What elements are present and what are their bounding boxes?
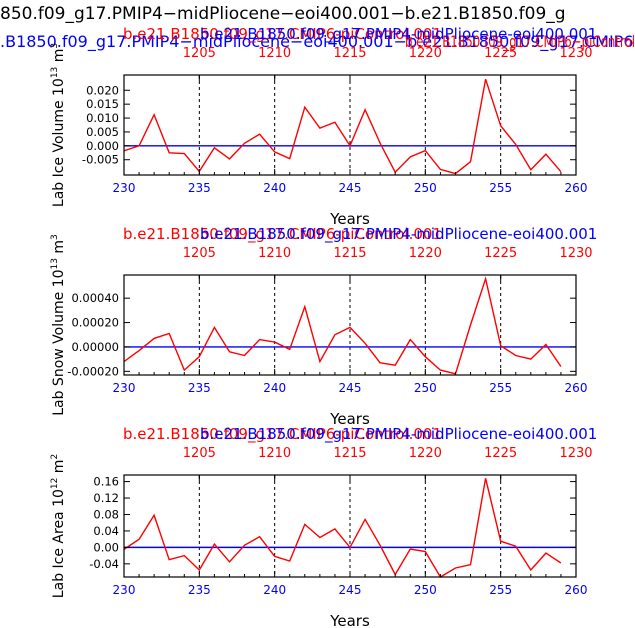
x-tick-label: 245 [339,381,362,395]
top-tick-label: 1225 [484,246,517,261]
y-axis-label-part: 13 [50,67,60,78]
top-tick-label: 1205 [183,246,216,261]
top-tick-label: 1210 [258,246,291,261]
x-axis-label: Years [329,612,370,628]
y-tick-label: 0.00040 [71,291,119,305]
y-tick-label: 0.015 [86,97,119,111]
y-axis-label: Lab Ice Area 1012 m2 [50,454,67,598]
y-axis-label: Lab Snow Volume 1013 m3 [50,234,67,416]
x-tick-label: 255 [489,381,512,395]
panel-title-red: b.e21.B1850.f09_g17.CMIP6-piControl.001 [123,25,442,44]
overlap-blue-title: .B1850.f09_g17.PMIP4−midPliocene−eoi400.… [0,32,635,52]
y-tick-label: -0.04 [89,557,119,571]
top-tick-label: 1205 [183,446,216,461]
x-tick-label: 245 [339,181,362,195]
top-tick-label: 1220 [409,446,442,461]
y-tick-label: 0.00020 [71,316,119,330]
x-tick-label: 235 [188,583,211,597]
y-axis-label: Lab Ice Volume 1013 m3 [50,43,67,207]
y-tick-label: 0.16 [93,475,119,489]
panel-title-red: b.e21.B1850.f09_g17.CMIP6-piControl.001 [123,425,442,444]
panel-title-red: b.e21.B1850.f09_g17.CMIP6-piControl.001 [123,225,442,244]
x-tick-label: 250 [414,583,437,597]
y-tick-label: 0.04 [93,524,119,538]
overlap-red-title: b.e21.B1850.f09_g17.CMIP6−piControl [405,32,635,52]
x-tick-label: 260 [565,583,588,597]
y-tick-label: -0.00020 [67,364,119,378]
y-axis-label-part: 3 [50,43,60,49]
x-tick-label: 260 [565,381,588,395]
x-tick-label: 250 [414,181,437,195]
y-tick-label: 0.020 [86,83,119,97]
y-axis-label-part: Lab Snow Volume 10 [51,270,67,416]
top-tick-label: 1210 [258,46,291,61]
y-axis-label-part: 2 [50,454,60,460]
y-axis-label-part: 12 [50,478,60,489]
y-tick-label: 0.010 [86,111,119,125]
panel-title-blue: b.e21.B1850.f09_g17.PMIP4-midPliocene-eo… [200,425,597,444]
top-tick-label: 1230 [559,446,592,461]
x-tick-label: 240 [263,381,286,395]
y-axis-label-part: m [51,460,67,478]
top-tick-label: 1230 [559,46,592,61]
top-tick-label: 1225 [484,446,517,461]
y-tick-label: -0.005 [82,153,119,167]
x-tick-label: 260 [565,181,588,195]
panel-title-blue: b.e21.B1850.f09_g17.PMIP4-midPliocene-eo… [200,25,597,44]
top-tick-label: 1210 [258,446,291,461]
top-tick-label: 1215 [333,246,366,261]
x-axis-label: Years [329,410,370,428]
x-tick-label: 235 [188,381,211,395]
series-line [123,78,562,175]
x-tick-label: 245 [339,583,362,597]
x-tick-label: 240 [263,181,286,195]
top-tick-label: 1215 [333,46,366,61]
y-tick-label: 0.000 [86,139,119,153]
top-tick-label: 1230 [559,246,592,261]
y-axis-label-part: 3 [50,234,60,240]
panel-title-blue: b.e21.B1850.f09_g17.PMIP4-midPliocene-eo… [200,225,597,244]
x-tick-label: 240 [263,583,286,597]
y-axis-label-part: m [51,240,67,258]
x-axis-label: Years [329,210,370,228]
x-tick-label: 230 [113,381,136,395]
y-tick-label: 0.00 [93,540,119,554]
x-tick-label: 230 [113,583,136,597]
y-axis-label-part: m [51,49,67,67]
y-tick-label: 0.005 [86,125,119,139]
top-tick-label: 1225 [484,46,517,61]
y-axis-label-part: Lab Ice Volume 10 [51,78,67,207]
top-tick-label: 1205 [183,46,216,61]
x-tick-label: 250 [414,381,437,395]
y-axis-label-part: 13 [50,258,60,269]
top-tick-label: 1220 [409,246,442,261]
series-line [123,478,562,578]
x-tick-label: 230 [113,181,136,195]
x-tick-label: 255 [489,583,512,597]
y-tick-label: 0.12 [93,491,119,505]
y-tick-label: 0.00000 [71,340,119,354]
series-line [123,276,562,375]
y-tick-label: 0.08 [93,507,119,521]
x-tick-label: 235 [188,181,211,195]
y-axis-label-part: Lab Ice Area 10 [51,489,67,598]
top-tick-label: 1220 [409,46,442,61]
figure-main-title: 850.f09_g17.PMIP4−midPliocene−eoi400.001… [0,4,566,24]
x-tick-label: 255 [489,181,512,195]
top-tick-label: 1215 [333,446,366,461]
